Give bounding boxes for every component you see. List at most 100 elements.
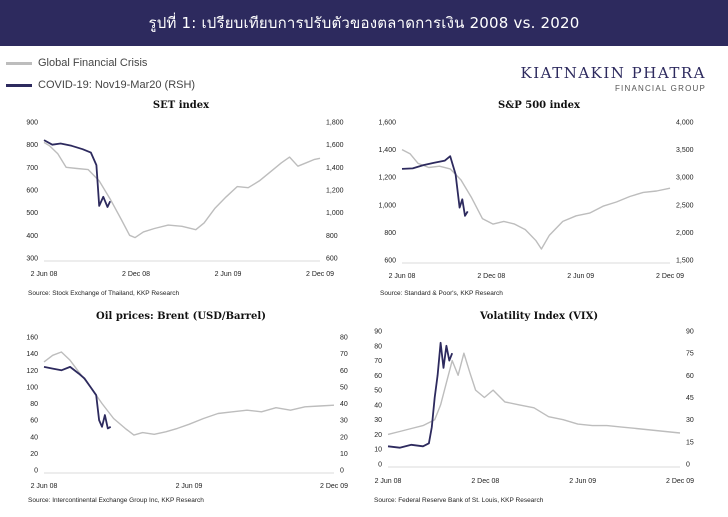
chart-title: S&P 500 index xyxy=(498,100,580,111)
y-left-tick-label: 1,400 xyxy=(378,147,396,154)
x-tick-label: 2 Dec 09 xyxy=(320,483,348,490)
y-right-tick-label: 1,800 xyxy=(326,120,344,127)
x-tick-label: 2 Jun 08 xyxy=(31,483,58,490)
series-line-covid xyxy=(401,155,469,217)
brand-name: KIATNAKIN PHATRA xyxy=(520,64,706,82)
y-right-tick-label: 4,000 xyxy=(676,120,694,127)
y-left-tick-label: 1,600 xyxy=(378,120,396,127)
chart-panel-set-index: SET index 300 400 500 600 700 800 900 600 800 1,0… xyxy=(8,100,354,300)
chart-source: Source: Federal Reserve Bank of St. Loui… xyxy=(374,497,544,504)
legend-label-gfc: Global Financial Crisis xyxy=(38,57,148,69)
y-left-tick-label: 90 xyxy=(374,329,382,336)
y-left-tick-label: 300 xyxy=(26,256,38,263)
x-tick-label: 2 Jun 08 xyxy=(375,478,402,485)
y-right-tick-label: 1,200 xyxy=(326,188,344,195)
y-right-tick-label: 1,500 xyxy=(676,258,694,265)
legend-item-gfc: Global Financial Crisis xyxy=(6,52,195,74)
x-tick-label: 2 Dec 09 xyxy=(656,273,684,280)
y-left-tick-label: 0 xyxy=(378,462,382,469)
chart-panel-vix: Volatility Index (VIX) 0 10 20 30 40 50 60 70 80… xyxy=(366,311,712,511)
y-left-tick-label: 600 xyxy=(26,188,38,195)
y-left-tick-label: 40 xyxy=(30,434,38,441)
y-right-tick-label: 90 xyxy=(686,329,694,336)
y-right-tick-label: 20 xyxy=(340,434,348,441)
chart-title: SET index xyxy=(152,100,210,111)
y-right-tick-label: 0 xyxy=(686,462,690,469)
y-right-tick-label: 800 xyxy=(326,233,338,240)
y-right-tick-label: 600 xyxy=(326,256,338,263)
page-title: รูปที่ 1: เปรียบเทียบการปรับตัวของตลาดกา… xyxy=(148,14,580,32)
y-right-tick-label: 70 xyxy=(340,351,348,358)
x-tick-label: 2 Jun 09 xyxy=(567,273,594,280)
x-tick-label: 2 Jun 09 xyxy=(176,483,203,490)
x-tick-label: 2 Dec 08 xyxy=(122,271,150,278)
chart-svg: 0 10 20 30 40 50 60 70 80 90 0 15 30 45 60 75 90 2 Jun 08… xyxy=(374,329,694,486)
chart-svg: 300 400 500 600 700 800 900 600 800 1,000 1,200 1,4… xyxy=(26,120,344,279)
series-line-covid xyxy=(43,139,112,208)
legend-label-covid: COVID-19: Nov19-Mar20 (RSH) xyxy=(38,79,196,91)
y-left-tick-label: 1,200 xyxy=(378,175,396,182)
y-left-tick-label: 70 xyxy=(374,358,382,365)
y-left-tick-label: 140 xyxy=(26,351,38,358)
legend-item-covid: COVID-19: Nov19-Mar20 (RSH) xyxy=(6,74,195,96)
brand-logo: KIATNAKIN PHATRA FINANCIAL GROUP xyxy=(521,64,706,93)
chart-panel-sp500: S&P 500 index 600 800 1,000 1,200 1,400 1,600… xyxy=(366,100,712,300)
y-right-tick-label: 50 xyxy=(340,384,348,391)
y-left-tick-label: 500 xyxy=(26,210,38,217)
chart-title: Oil prices: Brent (USD/Barrel) xyxy=(96,311,266,322)
y-right-tick-label: 3,500 xyxy=(676,147,694,154)
y-left-tick-label: 600 xyxy=(384,258,396,265)
y-left-tick-label: 100 xyxy=(26,384,38,391)
chart-source: Source: Intercontinental Exchange Group … xyxy=(28,497,204,504)
y-right-tick-label: 1,000 xyxy=(326,210,344,217)
x-tick-label: 2 Jun 09 xyxy=(569,478,596,485)
y-right-tick-label: 45 xyxy=(686,395,694,402)
y-right-tick-label: 30 xyxy=(340,418,348,425)
y-left-tick-label: 700 xyxy=(26,165,38,172)
legend-swatch-gfc xyxy=(6,61,32,65)
series-line-gfc xyxy=(43,351,335,436)
chart-panel-brent: Oil prices: Brent (USD/Barrel) 0 20 40 60 80… xyxy=(8,311,354,511)
x-tick-label: 2 Jun 09 xyxy=(215,271,242,278)
y-left-tick-label: 400 xyxy=(26,233,38,240)
y-right-tick-label: 2,500 xyxy=(676,202,694,209)
chart-source: Source: Stock Exchange of Thailand, KKP … xyxy=(28,290,180,297)
y-left-tick-label: 800 xyxy=(384,230,396,237)
series-line-covid xyxy=(43,366,112,430)
y-left-tick-label: 80 xyxy=(30,401,38,408)
y-left-tick-label: 0 xyxy=(34,468,38,475)
series-line-covid xyxy=(387,341,454,449)
y-right-tick-label: 2,000 xyxy=(676,230,694,237)
y-left-tick-label: 900 xyxy=(26,120,38,127)
x-tick-label: 2 Dec 08 xyxy=(477,273,505,280)
y-left-tick-label: 20 xyxy=(30,451,38,458)
y-right-tick-label: 75 xyxy=(686,351,694,358)
y-left-tick-label: 80 xyxy=(374,343,382,350)
y-right-tick-label: 80 xyxy=(340,335,348,342)
y-right-tick-label: 1,400 xyxy=(326,165,344,172)
x-tick-label: 2 Jun 08 xyxy=(389,273,416,280)
page-title-banner: รูปที่ 1: เปรียบเทียบการปรับตัวของตลาดกา… xyxy=(0,0,728,46)
y-right-tick-label: 60 xyxy=(340,368,348,375)
y-right-tick-label: 3,000 xyxy=(676,175,694,182)
series-line-gfc xyxy=(43,141,321,239)
y-left-tick-label: 120 xyxy=(26,368,38,375)
y-right-tick-label: 60 xyxy=(686,373,694,380)
y-left-tick-label: 20 xyxy=(374,432,382,439)
y-right-tick-label: 15 xyxy=(686,439,694,446)
brand-subtitle: FINANCIAL GROUP xyxy=(614,84,706,93)
y-left-tick-label: 10 xyxy=(374,447,382,454)
chart-svg: 0 20 40 60 80 100 120 140 160 0 10 20 30 40 50 60 70 80 2 … xyxy=(26,335,348,491)
y-right-tick-label: 30 xyxy=(686,417,694,424)
y-left-tick-label: 40 xyxy=(374,402,382,409)
y-left-tick-label: 30 xyxy=(374,417,382,424)
series-line-gfc xyxy=(387,352,681,436)
y-left-tick-label: 800 xyxy=(26,142,38,149)
chart-title: Volatility Index (VIX) xyxy=(479,311,599,322)
chart-source: Source: Standard & Poor's, KKP Research xyxy=(380,290,503,297)
x-tick-label: 2 Dec 09 xyxy=(306,271,334,278)
y-left-tick-label: 60 xyxy=(374,373,382,380)
legend-swatch-covid xyxy=(6,83,32,87)
series-line-gfc xyxy=(401,148,671,250)
x-tick-label: 2 Dec 09 xyxy=(666,478,694,485)
